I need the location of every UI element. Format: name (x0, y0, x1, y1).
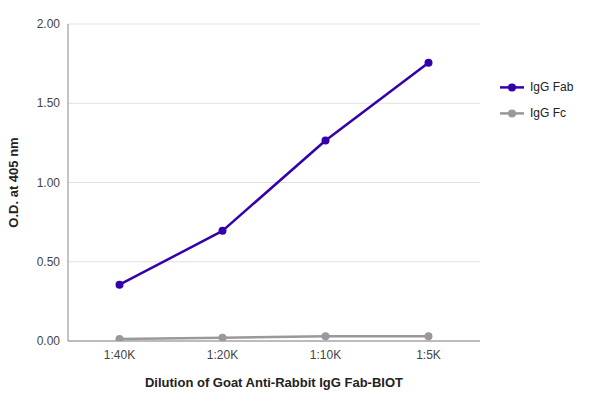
x-tick-label: 1:40K (104, 348, 135, 362)
grid-line (68, 182, 480, 183)
point (322, 332, 330, 340)
y-tick-label: 0.50 (37, 255, 61, 269)
y-axis-label: O.D. at 405 nm (6, 137, 21, 227)
grid-line (68, 341, 480, 342)
legend-marker (508, 83, 516, 91)
point (116, 335, 124, 341)
x-axis-line (68, 341, 480, 342)
y-tick-label: 1.50 (37, 96, 61, 110)
plot-area (116, 59, 433, 341)
point (219, 227, 227, 235)
y-tick-label: 2.00 (37, 17, 61, 31)
series (116, 59, 433, 289)
chart-container: 0.00 0.50 1.00 1.50 2.00 1:40K 1:20K 1:10K 1:5K D… (0, 0, 600, 403)
x-tick-label: 1:10K (310, 348, 341, 362)
y-axis: 0.00 0.50 1.00 1.50 2.00 (37, 17, 480, 348)
line (120, 336, 429, 339)
x-axis-label: Dilution of Goat Anti-Rabbit IgG Fab-BIO… (145, 375, 403, 390)
line (120, 63, 429, 285)
legend-label: IgG Fab (530, 80, 574, 94)
legend-marker (508, 109, 516, 117)
x-tick-label: 1:20K (207, 348, 238, 362)
y-tick-label: 1.00 (37, 176, 61, 190)
x-axis: 1:40K 1:20K 1:10K 1:5K (104, 348, 441, 362)
grid-line (68, 24, 480, 25)
grid-line (68, 261, 480, 262)
x-tick-label: 1:5K (416, 348, 441, 362)
point (425, 59, 433, 67)
series (116, 332, 433, 341)
legend-label: IgG Fc (530, 106, 566, 120)
point (219, 334, 227, 341)
chart: 0.00 0.50 1.00 1.50 2.00 1:40K 1:20K 1:10K 1:5K D… (0, 0, 600, 403)
grid-line (68, 103, 480, 104)
point (322, 136, 330, 144)
legend: IgG Fab IgG Fc (500, 80, 574, 120)
point (116, 281, 124, 289)
point (425, 332, 433, 340)
y-axis-line (68, 24, 69, 341)
y-tick-label: 0.00 (37, 334, 61, 348)
